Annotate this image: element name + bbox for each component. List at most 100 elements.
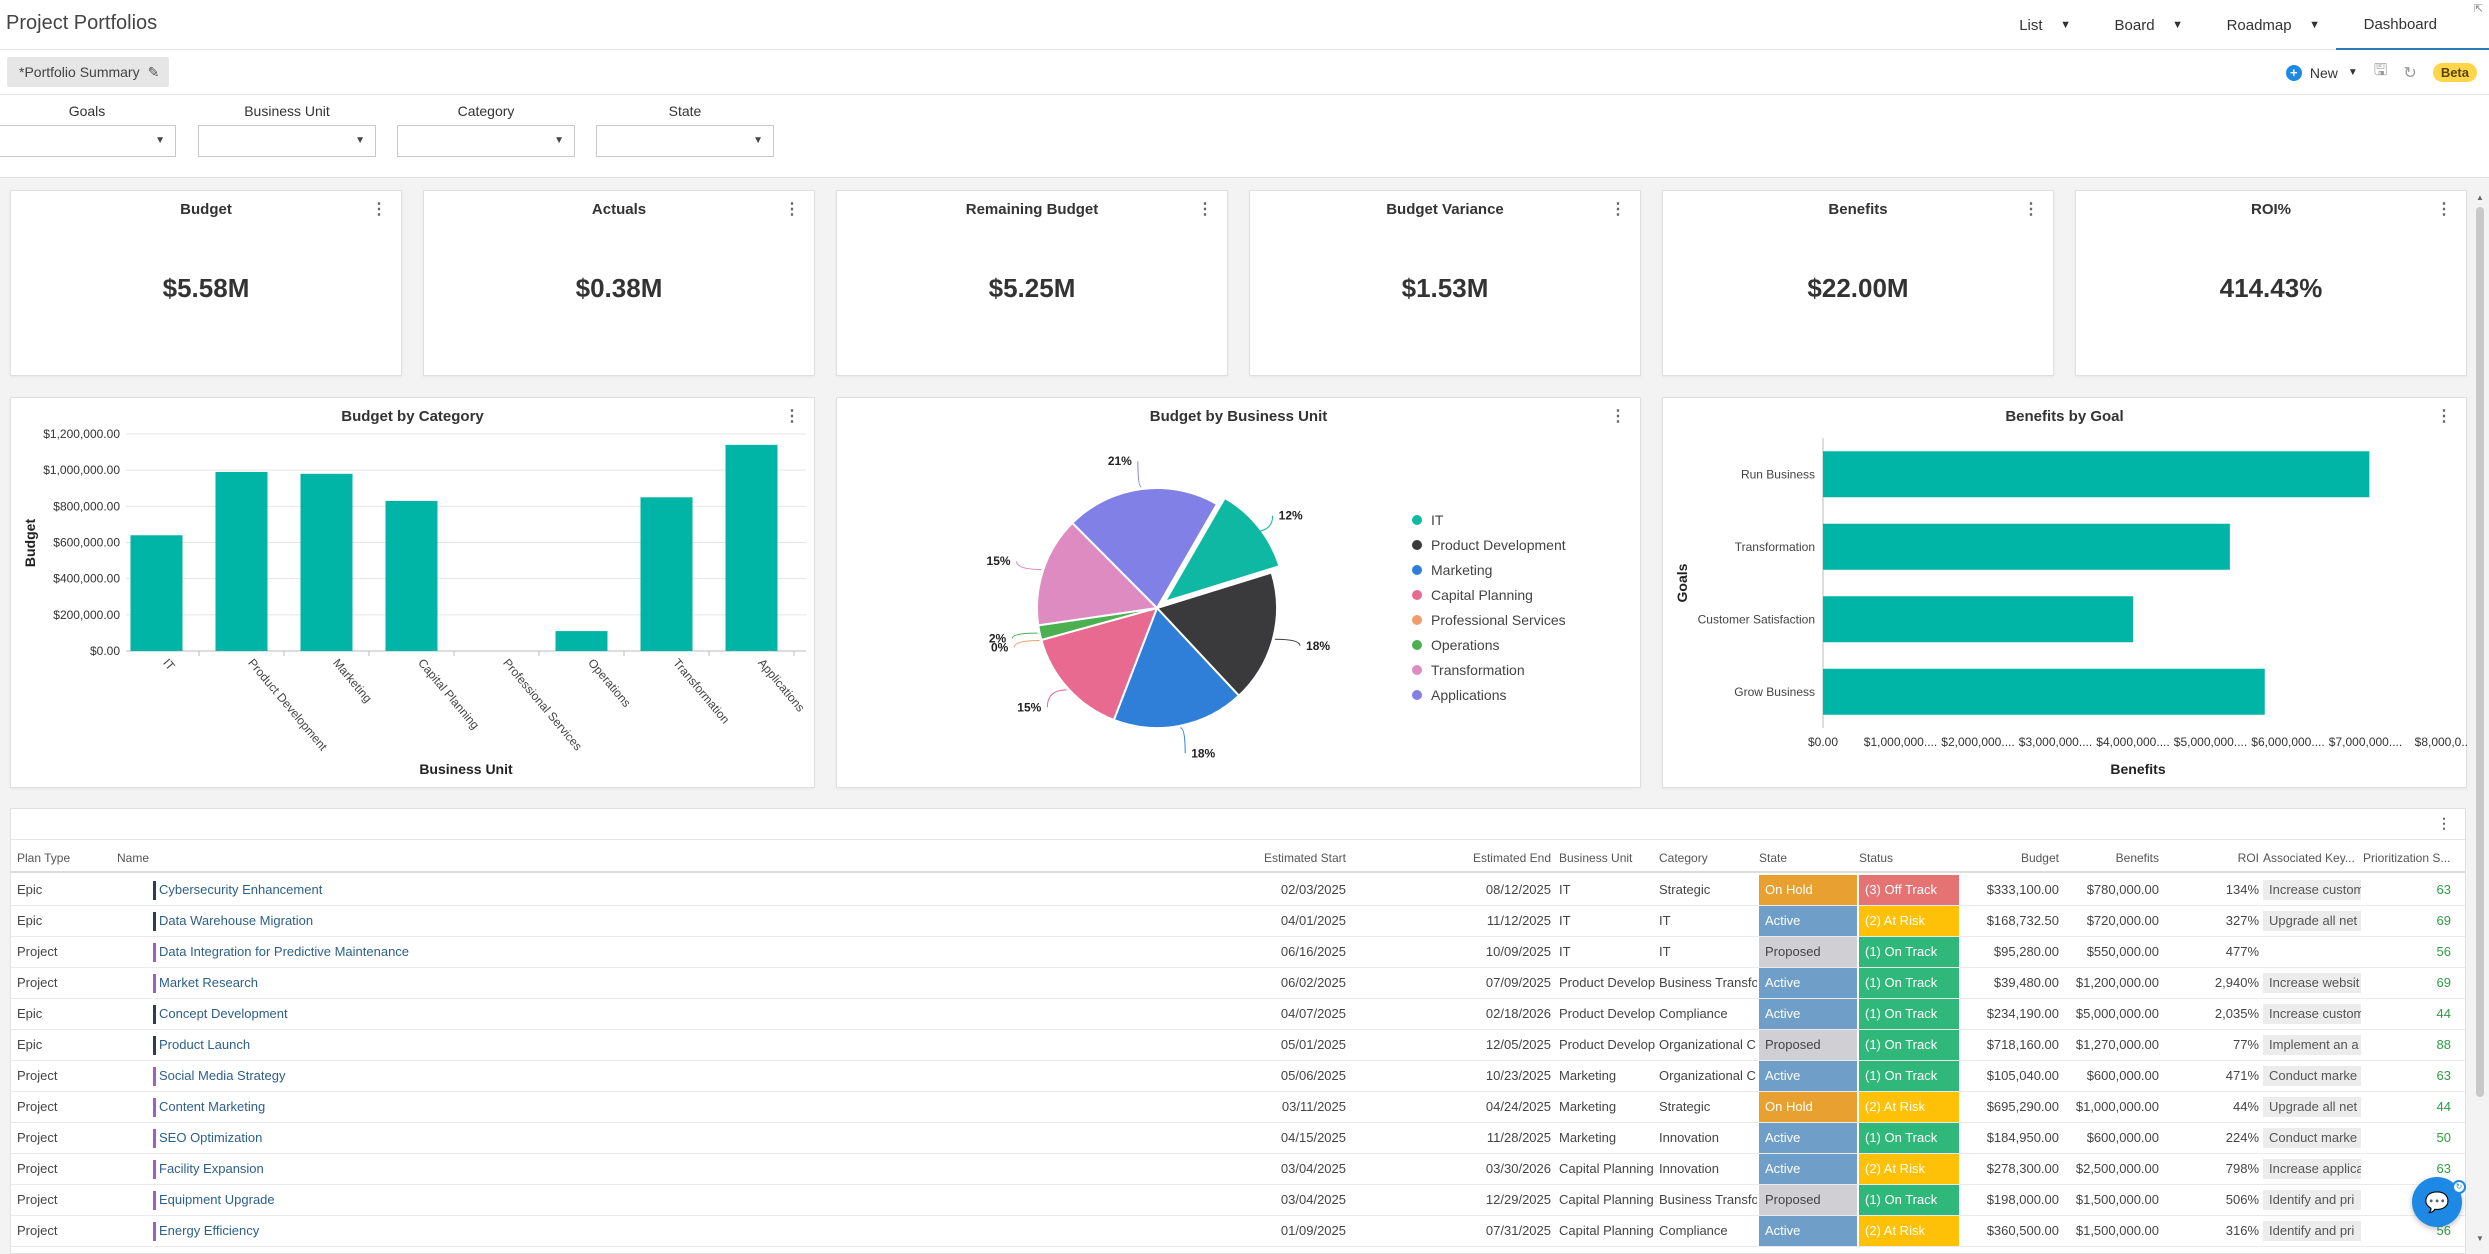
x-tick-label: Product Development: [245, 656, 330, 754]
column-header[interactable]: Associated Key...: [2263, 851, 2355, 865]
table-row[interactable]: Epic Cybersecurity Enhancement 02/03/2025 0…: [11, 875, 2465, 906]
pie-slice[interactable]: [1040, 606, 1159, 722]
table-row[interactable]: Project Facility Expansion 03/04/2025 03/30…: [11, 1154, 2465, 1185]
more-options-icon[interactable]: ⋮: [1197, 201, 1213, 218]
column-header[interactable]: Plan Type: [17, 851, 71, 865]
save-icon[interactable]: 🖫: [2373, 62, 2388, 79]
cell-start: 01/09/2025: [1280, 1223, 1346, 1238]
bar[interactable]: [1823, 451, 2370, 498]
more-options-icon[interactable]: ⋮: [2023, 201, 2039, 218]
column-header[interactable]: Business Unit: [1559, 851, 1633, 865]
bar[interactable]: [725, 444, 778, 651]
chart-card-budget-by-business-unit: Budget by Business Unit ⋮ 12% 18% 18% 15% 0%…: [836, 397, 1641, 788]
popout-icon[interactable]: ⇱: [2473, 3, 2483, 15]
cell-name[interactable]: Cybersecurity Enhancement: [159, 882, 323, 897]
category-select[interactable]: ▼: [397, 125, 575, 157]
column-header[interactable]: ROI: [2237, 851, 2259, 865]
table-row[interactable]: Project Market Research 06/02/2025 07/09/20…: [11, 968, 2465, 999]
column-header[interactable]: State: [1759, 851, 1788, 865]
table-row[interactable]: Epic Concept Development 04/07/2025 02/18/2…: [11, 999, 2465, 1030]
legend-label[interactable]: Product Development: [1431, 537, 1566, 553]
scroll-up-icon[interactable]: ▲: [2476, 193, 2484, 202]
cell-bu: Marketing: [1559, 1068, 1617, 1083]
table-row[interactable]: Project Energy Efficiency 01/09/2025 07/31/…: [11, 1216, 2465, 1247]
more-options-icon[interactable]: ⋮: [1610, 408, 1626, 425]
more-options-icon[interactable]: ⋮: [2436, 408, 2452, 425]
view-tab-dashboard[interactable]: Dashboard: [2335, 0, 2489, 50]
legend-label[interactable]: Applications: [1431, 687, 1507, 703]
chevron-down-icon[interactable]: ▼: [2172, 19, 2183, 31]
bar[interactable]: [130, 535, 183, 651]
view-tab-list[interactable]: List ▼: [1991, 0, 2086, 50]
column-header[interactable]: Status: [1859, 851, 1894, 865]
bar[interactable]: [640, 497, 693, 651]
scroll-down-icon[interactable]: ▼: [2476, 1234, 2484, 1243]
more-options-icon[interactable]: ⋮: [2437, 815, 2451, 831]
view-tab-board[interactable]: Board ▼: [2087, 0, 2199, 50]
legend-label[interactable]: Marketing: [1431, 562, 1492, 578]
table-row[interactable]: Epic Data Warehouse Migration 04/01/2025 11…: [11, 906, 2465, 937]
chevron-down-icon[interactable]: ▼: [2309, 19, 2321, 31]
more-options-icon[interactable]: ⋮: [784, 408, 800, 425]
column-header[interactable]: Name: [117, 851, 150, 865]
x-tick-label: Operations: [585, 656, 633, 710]
cell-name[interactable]: Data Warehouse Migration: [159, 913, 314, 928]
bar[interactable]: [555, 631, 608, 651]
legend-label[interactable]: Transformation: [1431, 662, 1525, 678]
cell-name[interactable]: Data Integration for Predictive Maintena…: [159, 944, 410, 959]
bar[interactable]: [1823, 523, 2230, 570]
legend-label[interactable]: IT: [1431, 512, 1444, 528]
business-unit-select[interactable]: ▼: [198, 125, 376, 157]
cell-name[interactable]: Equipment Upgrade: [159, 1192, 275, 1207]
chevron-down-icon[interactable]: ▼: [2060, 19, 2071, 31]
column-header[interactable]: Estimated Start: [1263, 851, 1346, 865]
scrollbar-thumb[interactable]: [2476, 207, 2484, 1097]
budget-by-category-chart: $0.00 $200,000.00 $400,000.00 $600,000.00 $8…: [22, 427, 808, 777]
cell-name[interactable]: Content Marketing: [159, 1099, 266, 1114]
table-row[interactable]: Epic Product Launch 05/01/2025 12/05/2025 Pr…: [11, 1030, 2465, 1061]
column-header[interactable]: Category: [1659, 851, 1708, 865]
new-button[interactable]: + New ▼: [2285, 64, 2358, 81]
table-row[interactable]: Project Social Media Strategy 05/06/2025 10…: [11, 1061, 2465, 1092]
view-tab-roadmap[interactable]: Roadmap ▼: [2199, 0, 2336, 50]
cell-name[interactable]: Social Media Strategy: [159, 1068, 286, 1083]
column-header[interactable]: Benefits: [2115, 851, 2159, 865]
pie-slice[interactable]: [1036, 521, 1160, 627]
refresh-icon[interactable]: ↻: [2403, 64, 2417, 82]
more-options-icon[interactable]: ⋮: [1610, 201, 1626, 218]
more-options-icon[interactable]: ⋮: [371, 201, 387, 218]
table-row[interactable]: Project Equipment Upgrade 03/04/2025 12/29/…: [11, 1185, 2465, 1216]
pie-slice[interactable]: [1070, 487, 1219, 610]
kpi-value: $22.00M: [1807, 273, 1909, 303]
bar[interactable]: [1823, 668, 2265, 715]
cell-name[interactable]: Energy Efficiency: [159, 1223, 260, 1238]
goals-select[interactable]: ▼: [0, 125, 176, 157]
column-header[interactable]: Prioritization S...: [2363, 851, 2451, 865]
legend-label[interactable]: Professional Services: [1431, 612, 1566, 628]
bar[interactable]: [215, 471, 268, 651]
pie-slice[interactable]: [1162, 496, 1281, 604]
column-header[interactable]: Estimated End: [1472, 851, 1551, 865]
vertical-scrollbar[interactable]: ▲ ▼: [2475, 193, 2485, 1243]
legend-label[interactable]: Capital Planning: [1431, 587, 1533, 603]
dashboard-tab[interactable]: *Portfolio Summary ✎: [7, 57, 170, 87]
pie-slice[interactable]: [1112, 606, 1241, 729]
cell-name[interactable]: Product Launch: [159, 1037, 251, 1052]
more-options-icon[interactable]: ⋮: [2436, 201, 2452, 218]
bar[interactable]: [300, 473, 353, 651]
table-row[interactable]: Project SEO Optimization 04/15/2025 11/28/2…: [11, 1123, 2465, 1154]
column-header[interactable]: Budget: [2020, 851, 2059, 865]
legend-label[interactable]: Operations: [1431, 637, 1499, 653]
state-select[interactable]: ▼: [596, 125, 774, 157]
pencil-icon[interactable]: ✎: [147, 63, 160, 80]
cell-name[interactable]: SEO Optimization: [159, 1130, 263, 1145]
cell-name[interactable]: Facility Expansion: [159, 1161, 264, 1176]
cell-name[interactable]: Concept Development: [159, 1006, 288, 1021]
more-options-icon[interactable]: ⋮: [784, 201, 800, 218]
bar[interactable]: [1823, 596, 2133, 643]
cell-name[interactable]: Market Research: [159, 975, 258, 990]
pie-slice[interactable]: [1155, 571, 1278, 698]
table-row[interactable]: Project Data Integration for Predictive M…: [11, 937, 2465, 968]
table-row[interactable]: Project Content Marketing 03/11/2025 04/24/…: [11, 1092, 2465, 1123]
bar[interactable]: [385, 500, 438, 651]
